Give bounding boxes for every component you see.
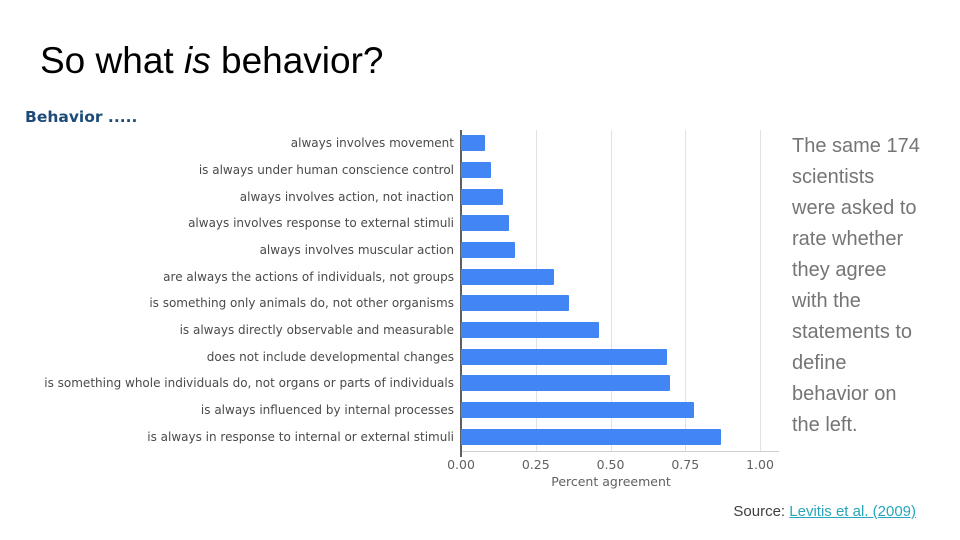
bar xyxy=(461,428,722,445)
chart-row: always involves muscular action xyxy=(27,237,768,264)
gridline xyxy=(760,130,761,451)
chart-row: are always the actions of individuals, n… xyxy=(27,263,768,290)
zero-tick-mark xyxy=(460,451,462,457)
bar xyxy=(461,188,503,205)
bar xyxy=(461,268,554,285)
side-note-line: statements to xyxy=(792,321,913,343)
x-tick-label: 0.75 xyxy=(671,457,700,472)
bar xyxy=(461,242,515,259)
category-label: always involves response to external sti… xyxy=(188,216,454,231)
x-axis-line xyxy=(461,451,779,452)
title-text-suffix: behavior? xyxy=(210,40,384,81)
chart-row: is something whole individuals do, not o… xyxy=(27,370,768,397)
category-label: does not include developmental changes xyxy=(206,349,454,364)
x-axis-title: Percent agreement xyxy=(551,474,671,489)
bar-track xyxy=(461,130,761,157)
chart-row: is always in response to internal or ext… xyxy=(27,423,768,450)
chart-row: always involves response to external sti… xyxy=(27,210,768,237)
bar-track xyxy=(461,210,761,237)
side-note-line: the left. xyxy=(792,414,858,436)
x-ticks: 0.00 0.25 0.50 0.75 1.00 xyxy=(27,457,774,473)
bar-track xyxy=(461,290,761,317)
bar-track xyxy=(461,423,761,450)
bar-track xyxy=(461,183,761,210)
bar-track xyxy=(461,370,761,397)
x-tick-label: 0.25 xyxy=(521,457,550,472)
source-line: Source: Levitis et al. (2009) xyxy=(733,503,916,520)
category-label: is always influenced by internal process… xyxy=(200,403,454,418)
x-tick-label: 1.00 xyxy=(746,457,774,472)
gridline xyxy=(685,130,687,451)
source-link[interactable]: Levitis et al. (2009) xyxy=(789,503,916,520)
chart-row: is always directly observable and measur… xyxy=(27,317,768,344)
bar xyxy=(461,322,599,339)
bar-track xyxy=(461,343,761,370)
category-label: is always in response to internal or ext… xyxy=(147,429,454,444)
category-label: always involves movement xyxy=(290,136,454,151)
category-label: is something only animals do, not other … xyxy=(149,296,454,311)
title-text-italic: is xyxy=(183,40,211,81)
side-note-line: define xyxy=(792,352,847,374)
bar xyxy=(461,135,485,152)
bar-track xyxy=(461,237,761,264)
category-label: is always directly observable and measur… xyxy=(179,323,454,338)
bar xyxy=(461,162,491,178)
category-label: always involves muscular action xyxy=(259,243,454,258)
bar-track xyxy=(461,157,761,184)
chart-heading: Behavior ..... xyxy=(25,108,138,126)
category-label: is always under human conscience control xyxy=(198,163,454,177)
bar-track xyxy=(461,397,761,424)
side-note-line: behavior on xyxy=(792,383,897,405)
side-note-line: were asked to xyxy=(792,197,917,219)
source-prefix: Source: xyxy=(733,503,790,520)
page-title: So what is behavior? xyxy=(40,40,384,82)
bar-chart: always involves movement is always under … xyxy=(27,130,779,495)
side-note-line: scientists xyxy=(792,166,875,188)
category-label: is something whole individuals do, not o… xyxy=(44,376,454,391)
side-note: The same 174 scientists were asked to rate … xyxy=(792,131,952,441)
chart-row: is something only animals do, not other … xyxy=(27,290,768,317)
category-label: are always the actions of individuals, n… xyxy=(163,269,454,284)
side-note-line: with the xyxy=(792,290,861,312)
chart-row: does not include developmental changes xyxy=(27,343,768,370)
chart-row: always involves action, not inaction xyxy=(27,183,768,210)
chart-grid xyxy=(461,130,761,451)
gridline xyxy=(610,130,612,451)
chart-row: always involves movement xyxy=(27,130,768,157)
chart-row: is always under human conscience control xyxy=(27,157,768,184)
category-label: always involves action, not inaction xyxy=(239,189,454,204)
x-tick-label: 0.50 xyxy=(596,457,625,472)
side-note-line: they agree xyxy=(792,259,887,281)
bar xyxy=(461,402,695,419)
chart-rows: always involves movement is always under … xyxy=(27,130,768,450)
bar xyxy=(461,348,668,365)
bar xyxy=(461,375,671,392)
bar xyxy=(461,215,509,232)
bar-track xyxy=(461,317,761,344)
bar xyxy=(461,295,569,312)
side-note-line: rate whether xyxy=(792,228,904,250)
chart-row: is always influenced by internal process… xyxy=(27,397,768,424)
y-axis-line xyxy=(460,130,462,451)
gridline xyxy=(535,130,537,451)
title-text-prefix: So what xyxy=(40,40,184,81)
bar-track xyxy=(461,263,761,290)
side-note-line: The same 174 xyxy=(792,135,920,157)
x-tick-label: 0.00 xyxy=(447,457,475,472)
